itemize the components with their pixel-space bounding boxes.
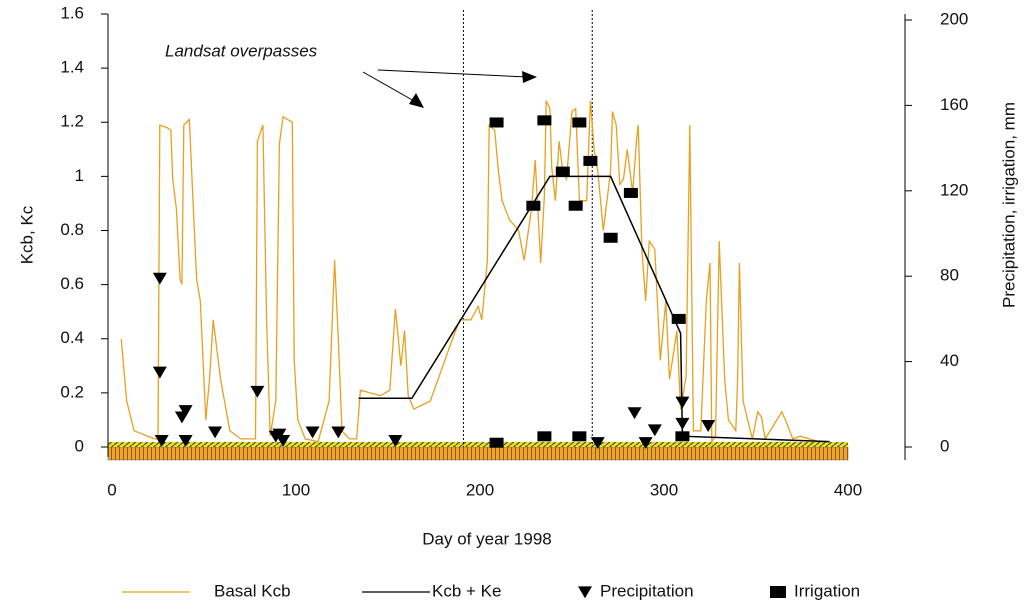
precipitation-marker <box>675 396 690 409</box>
precipitation-marker <box>272 428 287 441</box>
x-tick-label: 100 <box>282 480 310 499</box>
precipitation-marker <box>638 437 653 450</box>
y-tick-label: 1 <box>75 166 84 185</box>
irrigation-marker <box>572 431 587 442</box>
y2-tick-label: 120 <box>940 180 968 199</box>
irrigation-marker <box>583 155 598 166</box>
irrigation-marker <box>489 117 504 128</box>
y2-axis-title: Precipitation, irrigation, mm <box>999 102 1018 308</box>
precipitation-marker <box>154 434 169 447</box>
y2-tick-label: 0 <box>940 436 949 455</box>
legend-swatch <box>770 586 786 598</box>
y2-tick-label: 200 <box>940 9 968 28</box>
arrow-head <box>522 71 537 83</box>
irrigation-marker <box>572 117 587 128</box>
x-axis-title: Day of year 1998 <box>422 529 551 548</box>
irrigation-marker <box>568 200 583 211</box>
legend-label: Precipitation <box>600 581 694 600</box>
x-tick-label: 0 <box>107 480 116 499</box>
precipitation-marker <box>152 366 167 379</box>
arrow <box>377 69 529 78</box>
irrigation-marker <box>555 166 570 177</box>
precipitation-marker <box>276 434 291 447</box>
x-tick-label: 400 <box>834 480 862 499</box>
irrigation-marker <box>603 232 618 243</box>
ground-band <box>107 446 849 461</box>
precipitation-marker <box>388 434 403 447</box>
legend-label: Kcb + Ke <box>432 581 501 600</box>
irrigation-marker <box>526 200 541 211</box>
precipitation-marker <box>675 417 690 430</box>
precipitation-marker <box>152 272 167 285</box>
y-tick-label: 0.2 <box>60 382 84 401</box>
y-axis-title: Kcb, Kc <box>17 205 36 264</box>
arrow-head <box>409 93 424 108</box>
y-tick-label: 1.2 <box>60 112 84 131</box>
legend-swatch <box>578 586 592 599</box>
y-tick-label: 1.6 <box>60 3 84 22</box>
precipitation-marker <box>174 411 189 424</box>
precipitation-marker <box>590 437 605 450</box>
y-tick-label: 0.4 <box>60 328 84 347</box>
precipitation-marker <box>178 434 193 447</box>
y-tick-label: 0.6 <box>60 274 84 293</box>
precipitation-marker <box>331 426 346 439</box>
y2-tick-label: 40 <box>940 351 959 370</box>
annotation: Landsat overpasses <box>165 41 318 60</box>
irrigation-marker <box>671 313 686 324</box>
irrigation-marker <box>537 115 552 126</box>
irrigation-marker <box>537 431 552 442</box>
irrigation-marker <box>623 187 638 198</box>
legend-label: Basal Kcb <box>214 581 291 600</box>
precipitation-marker <box>208 426 223 439</box>
precipitation-marker <box>647 424 662 437</box>
y-tick-label: 1.4 <box>60 58 84 77</box>
precipitation-marker <box>250 385 265 398</box>
arrow <box>362 71 415 102</box>
ground-strip <box>108 442 848 447</box>
x-tick-label: 200 <box>466 480 494 499</box>
y2-tick-label: 160 <box>940 95 968 114</box>
irrigation-marker <box>675 431 690 442</box>
legend-label: Irrigation <box>794 581 860 600</box>
precipitation-marker <box>701 420 716 432</box>
y-tick-label: 0 <box>75 436 84 455</box>
y-tick-label: 0.8 <box>60 220 84 239</box>
precipitation-marker <box>178 405 193 418</box>
y2-tick-label: 80 <box>940 266 959 285</box>
precipitation-marker <box>305 426 320 439</box>
series-line <box>120 100 819 444</box>
irrigation-marker <box>489 437 504 448</box>
x-tick-label: 300 <box>650 480 678 499</box>
precipitation-marker <box>627 407 642 420</box>
